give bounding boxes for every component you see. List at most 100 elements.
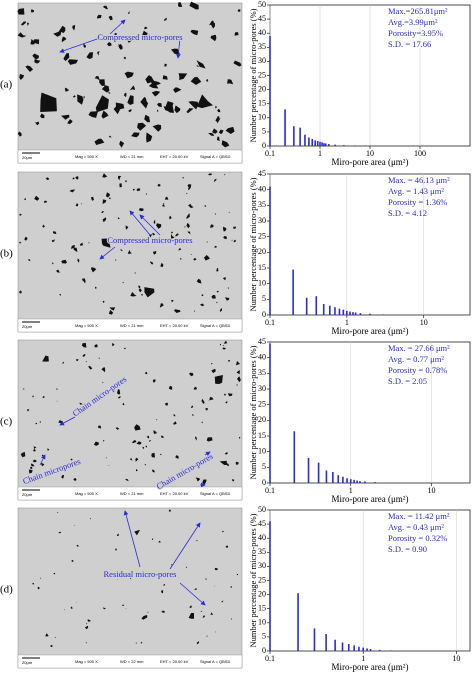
pore [34,195,40,201]
pore [35,121,40,126]
pore [101,367,106,373]
stats-text: S.D. = 0.90 [388,544,427,554]
pore [19,213,22,216]
pore [119,140,125,148]
pore [168,509,171,512]
pore [127,11,130,14]
bar [314,140,316,146]
pore [115,548,117,551]
pore [17,131,22,137]
pore [151,452,155,458]
bar [319,141,321,146]
bar [382,314,385,315]
pore [87,619,91,622]
bar [346,310,348,315]
pore [225,400,228,404]
pore [169,215,172,220]
pore [212,128,218,134]
pore [184,226,186,228]
pore [224,393,227,396]
pore [61,259,67,264]
pore [158,540,161,543]
pore [234,32,239,36]
pore [71,560,74,562]
pore [196,94,213,109]
pore [190,29,199,36]
pore [20,451,26,458]
y-tick-label: 45 [258,519,266,528]
pore [205,578,207,580]
pore [61,114,70,120]
pore [186,108,194,114]
pore [125,180,127,183]
pore [24,236,28,241]
pore [214,585,216,587]
pore [32,582,34,585]
pore [30,38,35,45]
pore [58,25,66,33]
y-axis-label: Number percentage of micro-pores (%) [248,177,258,311]
pore [156,223,162,229]
pore [17,8,25,15]
stats-text: Max. = 11.42 μm² [388,511,450,521]
pore [126,36,134,43]
annotation-arrow [109,19,126,35]
pore [117,389,121,395]
info-text: Signal A = QBSD [200,154,230,159]
pore [53,30,62,37]
pore [56,400,58,402]
y-tick-label: 20 [258,589,266,598]
pore [193,386,197,390]
pore [163,584,166,587]
stats-text: Max. = 27.66 μm² [388,343,450,353]
pore [201,421,203,424]
pore [81,342,87,348]
pore [189,372,194,377]
plot-area [269,173,471,316]
pore [224,173,226,176]
pore [136,188,141,192]
pore [211,368,216,374]
pore [24,198,27,201]
pore [116,533,119,537]
pore [115,259,117,261]
y-tick-label: 5 [262,127,266,136]
pore [164,196,169,200]
pore [44,355,47,358]
bar [305,297,308,315]
y-tick-label: 30 [258,56,266,65]
stats-text: Porosity = 1.36% [388,197,447,207]
pore [187,187,191,191]
pore [165,105,174,113]
annotation-arrow [39,454,46,466]
bar [337,475,340,483]
annotation-arrow [123,510,141,568]
bar [334,639,336,651]
pore [232,478,235,482]
pore [125,478,129,481]
annotation-arrow [139,214,161,236]
bar [342,309,345,315]
pore [199,303,204,307]
pore [221,140,230,148]
y-tick-label: 20 [258,415,266,424]
pore [223,340,227,344]
panel-label: (d) [0,584,13,596]
pore [142,446,144,450]
bar [307,457,310,483]
scale-label: 20μm [22,155,33,160]
pore [206,241,208,243]
pore [53,231,57,234]
bar [325,470,328,483]
bar [324,143,327,146]
pore [200,610,203,612]
y-tick-label: 35 [258,42,266,51]
pore [194,436,197,441]
pore [145,445,148,448]
pore [201,398,205,404]
pore [152,469,155,473]
plot-area [269,509,471,652]
pore [90,518,91,520]
pore [91,267,97,273]
